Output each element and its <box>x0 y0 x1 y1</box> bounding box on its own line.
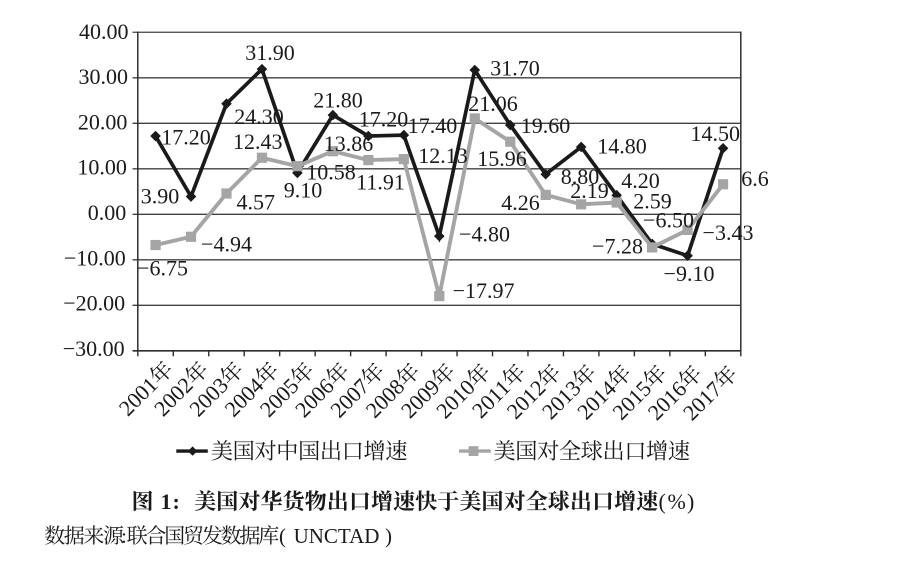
svg-text:%: % <box>668 489 686 514</box>
svg-text:−6.50: −6.50 <box>643 208 694 233</box>
svg-text:−7.28: −7.28 <box>592 233 643 258</box>
svg-text::: : <box>121 526 127 548</box>
svg-text:14.80: 14.80 <box>597 134 647 159</box>
svg-text::: : <box>173 489 180 514</box>
svg-text:−6.75: −6.75 <box>137 255 188 280</box>
svg-text:12.43: 12.43 <box>233 129 283 154</box>
svg-text:14.50: 14.50 <box>690 121 740 146</box>
svg-text:1: 1 <box>161 489 172 514</box>
svg-text:UNCTAD: UNCTAD <box>294 524 380 548</box>
svg-text:−3.43: −3.43 <box>703 220 754 245</box>
svg-text:−30.00: −30.00 <box>63 336 125 361</box>
svg-text:40.00: 40.00 <box>79 19 129 44</box>
svg-text:−20.00: −20.00 <box>63 291 125 316</box>
svg-text:(: ( <box>659 489 666 514</box>
svg-text:31.70: 31.70 <box>490 55 540 80</box>
svg-text:): ) <box>687 489 694 514</box>
svg-text:4.57: 4.57 <box>236 189 275 214</box>
svg-text:21.06: 21.06 <box>468 91 518 116</box>
svg-text:−9.10: −9.10 <box>664 261 715 286</box>
svg-text:0.00: 0.00 <box>88 200 127 225</box>
svg-text:(: ( <box>279 524 286 548</box>
svg-text:20.00: 20.00 <box>78 109 128 134</box>
svg-text:10.58: 10.58 <box>306 159 356 184</box>
svg-text:21.80: 21.80 <box>313 87 363 112</box>
svg-text:−4.80: −4.80 <box>459 222 510 247</box>
svg-text:17.20: 17.20 <box>359 107 409 132</box>
svg-text:12.13: 12.13 <box>418 143 468 168</box>
svg-text:31.90: 31.90 <box>245 40 295 65</box>
svg-text:13.86: 13.86 <box>324 131 374 156</box>
svg-text:30.00: 30.00 <box>78 64 128 89</box>
svg-text:6.6: 6.6 <box>741 166 769 191</box>
svg-text:19.60: 19.60 <box>521 113 571 138</box>
svg-text:3.90: 3.90 <box>141 183 180 208</box>
svg-text:24.30: 24.30 <box>234 104 284 129</box>
svg-text:4.20: 4.20 <box>621 168 660 193</box>
svg-text:17.20: 17.20 <box>161 124 211 149</box>
svg-text:−4.94: −4.94 <box>201 232 252 257</box>
svg-text:8.80: 8.80 <box>561 164 600 189</box>
svg-text:): ) <box>385 524 392 548</box>
svg-text:2.19: 2.19 <box>570 178 609 203</box>
svg-text:17.40: 17.40 <box>408 113 458 138</box>
svg-text:−10.00: −10.00 <box>64 245 126 270</box>
svg-text:11.91: 11.91 <box>356 170 405 195</box>
svg-text:4.26: 4.26 <box>501 190 540 215</box>
svg-text:10.00: 10.00 <box>77 155 127 180</box>
svg-text:9.10: 9.10 <box>284 178 323 203</box>
svg-text:15.96: 15.96 <box>477 146 527 171</box>
svg-text:2.59: 2.59 <box>633 188 672 213</box>
svg-text:−17.97: −17.97 <box>453 278 515 303</box>
